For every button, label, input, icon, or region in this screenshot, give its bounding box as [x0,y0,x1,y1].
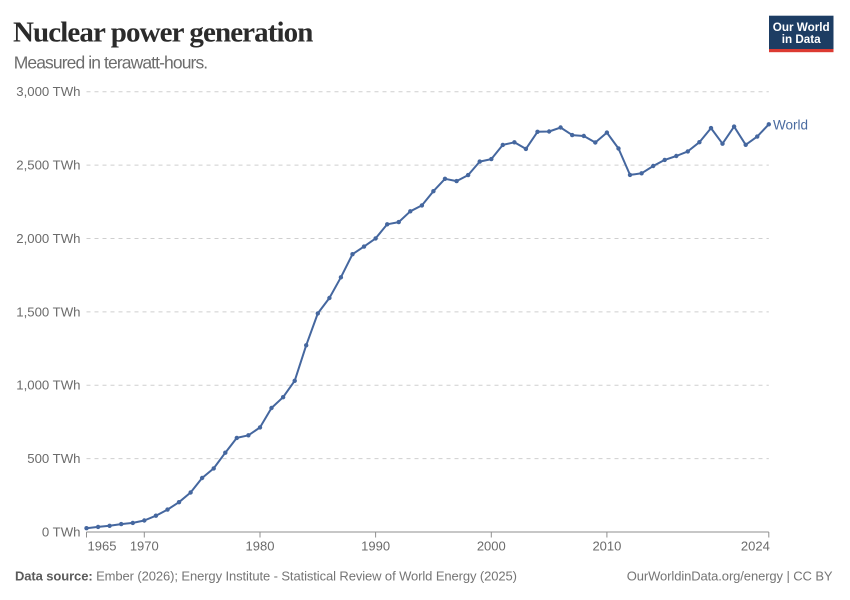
svg-text:1965: 1965 [88,539,117,554]
svg-text:1970: 1970 [130,539,159,554]
svg-text:Data source: Ember (2026); Ene: Data source: Ember (2026); Energy Instit… [15,569,517,584]
svg-text:2,000 TWh: 2,000 TWh [16,231,80,246]
svg-text:World: World [773,118,808,133]
svg-text:2,500 TWh: 2,500 TWh [16,158,80,173]
svg-text:1,500 TWh: 1,500 TWh [16,304,80,319]
svg-text:in Data: in Data [782,33,821,46]
svg-text:500 TWh: 500 TWh [27,451,80,466]
svg-text:0 TWh: 0 TWh [42,524,81,539]
svg-text:1,000 TWh: 1,000 TWh [16,378,80,393]
svg-text:3,000 TWh: 3,000 TWh [16,84,80,99]
svg-text:2010: 2010 [592,539,621,554]
svg-text:2000: 2000 [477,539,506,554]
svg-text:Our World: Our World [773,21,830,34]
svg-text:2024: 2024 [741,539,770,554]
svg-text:Nuclear power generation: Nuclear power generation [13,17,313,49]
svg-text:1980: 1980 [246,539,275,554]
svg-text:OurWorldinData.org/energy | CC: OurWorldinData.org/energy | CC BY [627,569,833,584]
svg-text:1990: 1990 [361,539,390,554]
svg-text:Measured in terawatt-hours.: Measured in terawatt-hours. [14,52,208,72]
